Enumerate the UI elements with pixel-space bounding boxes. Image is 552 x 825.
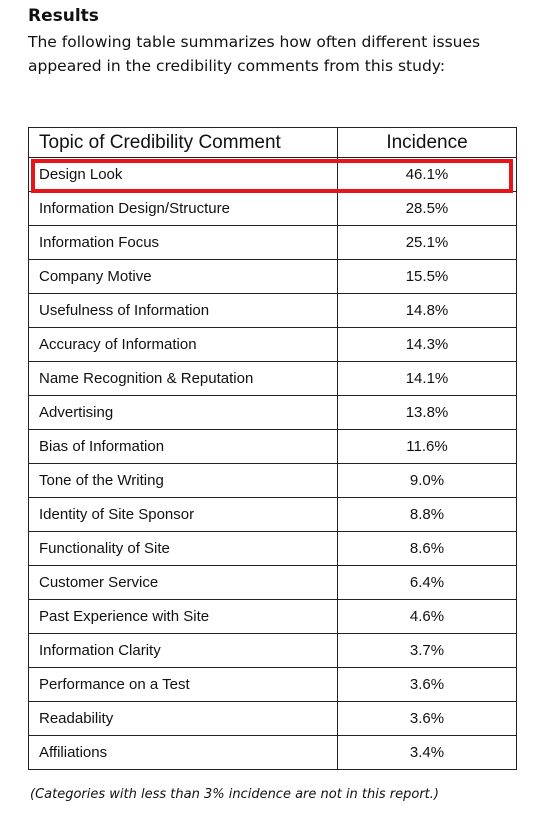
results-table: Topic of Credibility Comment Incidence D… <box>28 127 517 770</box>
table-row: Design Look 46.1% <box>28 157 517 192</box>
incidence-cell: 28.5% <box>337 191 517 226</box>
footnote: (Categories with less than 3% incidence … <box>30 787 439 802</box>
table-row: Information Focus 25.1% <box>28 225 517 260</box>
topic-cell: Accuracy of Information <box>28 327 338 362</box>
table-row: Past Experience with Site 4.6% <box>28 599 517 634</box>
topic-cell: Identity of Site Sponsor <box>28 497 338 532</box>
topic-cell: Design Look <box>28 157 338 192</box>
topic-cell: Information Design/Structure <box>28 191 338 226</box>
table-row: Company Motive 15.5% <box>28 259 517 294</box>
topic-cell: Readability <box>28 701 338 736</box>
topic-cell: Bias of Information <box>28 429 338 464</box>
topic-cell: Company Motive <box>28 259 338 294</box>
incidence-cell: 3.6% <box>337 667 517 702</box>
table-row: Customer Service 6.4% <box>28 565 517 600</box>
topic-cell: Customer Service <box>28 565 338 600</box>
incidence-cell: 14.8% <box>337 293 517 328</box>
table-row: Usefulness of Information 14.8% <box>28 293 517 328</box>
incidence-cell: 8.8% <box>337 497 517 532</box>
incidence-cell: 46.1% <box>337 157 517 192</box>
heading: Results <box>28 6 99 26</box>
table-row: Information Design/Structure 28.5% <box>28 191 517 226</box>
incidence-cell: 9.0% <box>337 463 517 498</box>
topic-cell: Information Focus <box>28 225 338 260</box>
topic-cell: Tone of the Writing <box>28 463 338 498</box>
column-header: Topic of Credibility Comment <box>28 127 338 158</box>
topic-cell: Past Experience with Site <box>28 599 338 634</box>
table-row: Performance on a Test 3.6% <box>28 667 517 702</box>
table-row: Bias of Information 11.6% <box>28 429 517 464</box>
topic-cell: Advertising <box>28 395 338 430</box>
incidence-cell: 13.8% <box>337 395 517 430</box>
header-row: Topic of Credibility Comment Incidence <box>28 127 517 158</box>
incidence-cell: 3.4% <box>337 735 517 770</box>
incidence-cell: 14.1% <box>337 361 517 396</box>
topic-cell: Performance on a Test <box>28 667 338 702</box>
table-row: Tone of the Writing 9.0% <box>28 463 517 498</box>
table-row: Affiliations 3.4% <box>28 735 517 770</box>
topic-cell: Affiliations <box>28 735 338 770</box>
intro-text: The following table summarizes how often… <box>28 33 481 75</box>
topic-cell: Information Clarity <box>28 633 338 668</box>
incidence-cell: 15.5% <box>337 259 517 294</box>
table-row: Information Clarity 3.7% <box>28 633 517 668</box>
table-row: Advertising 13.8% <box>28 395 517 430</box>
incidence-cell: 11.6% <box>337 429 517 464</box>
table-row: Name Recognition & Reputation 14.1% <box>28 361 517 396</box>
incidence-cell: 25.1% <box>337 225 517 260</box>
topic-cell: Functionality of Site <box>28 531 338 566</box>
column-header: Incidence <box>337 127 517 158</box>
table-row: Accuracy of Information 14.3% <box>28 327 517 362</box>
incidence-cell: 3.6% <box>337 701 517 736</box>
table-row: Identity of Site Sponsor 8.8% <box>28 497 517 532</box>
incidence-cell: 3.7% <box>337 633 517 668</box>
topic-cell: Usefulness of Information <box>28 293 338 328</box>
incidence-cell: 14.3% <box>337 327 517 362</box>
incidence-cell: 4.6% <box>337 599 517 634</box>
table-body: Design Look 46.1% Information Design/Struc… <box>28 157 517 770</box>
incidence-cell: 6.4% <box>337 565 517 600</box>
table-row: Functionality of Site 8.6% <box>28 531 517 566</box>
incidence-cell: 8.6% <box>337 531 517 566</box>
topic-cell: Name Recognition & Reputation <box>28 361 338 396</box>
table-row: Readability 3.6% <box>28 701 517 736</box>
